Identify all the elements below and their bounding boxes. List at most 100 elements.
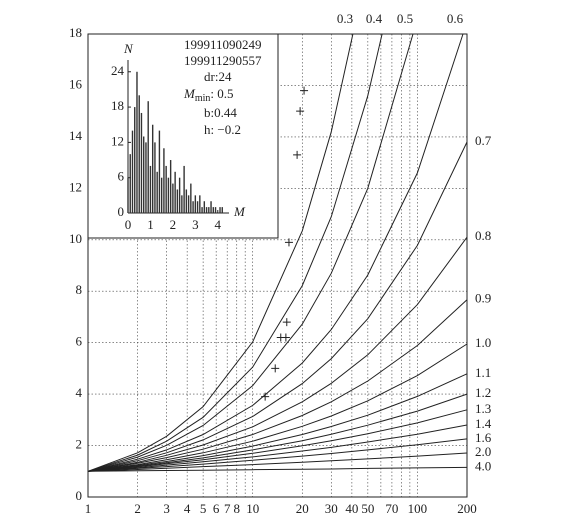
x-tick-label: 2 bbox=[170, 217, 177, 232]
curve bbox=[87, 236, 468, 472]
annotation: b:0.44 bbox=[204, 105, 237, 120]
curve bbox=[87, 373, 468, 472]
y-tick-label: 6 bbox=[118, 169, 125, 184]
bar bbox=[127, 177, 129, 213]
y-tick-label: 2 bbox=[76, 437, 83, 452]
x-tick-label: 3 bbox=[163, 501, 170, 516]
x-tick-label: 6 bbox=[213, 501, 220, 516]
y-tick-label: 6 bbox=[76, 334, 83, 349]
bar bbox=[205, 207, 208, 213]
curve bbox=[87, 393, 468, 472]
bar bbox=[221, 207, 223, 213]
bar bbox=[201, 207, 203, 213]
bar bbox=[183, 165, 185, 213]
bar bbox=[154, 142, 156, 213]
curve-label: 0.8 bbox=[475, 228, 491, 243]
y-tick-label: 16 bbox=[69, 76, 83, 91]
y-axis-label: N bbox=[123, 41, 134, 56]
annotation: 199911090249 bbox=[184, 37, 262, 52]
y-tick-label: 14 bbox=[69, 128, 83, 143]
bar bbox=[212, 207, 214, 213]
curve-label: 0.5 bbox=[397, 11, 413, 26]
bar bbox=[156, 171, 158, 213]
x-tick-label: 200 bbox=[457, 501, 477, 516]
bar bbox=[143, 136, 145, 213]
curve-label: 0.4 bbox=[366, 11, 383, 26]
x-tick-label: 40 bbox=[345, 501, 358, 516]
curve-label: 1.0 bbox=[475, 335, 491, 350]
curve bbox=[87, 299, 468, 472]
curve-label: 0.3 bbox=[337, 11, 353, 26]
x-tick-label: 0 bbox=[125, 217, 132, 232]
cross-marker bbox=[281, 333, 290, 342]
bar bbox=[129, 154, 131, 213]
curve bbox=[87, 438, 468, 472]
curve-label: 1.4 bbox=[475, 416, 492, 431]
bar bbox=[160, 177, 163, 213]
bar bbox=[149, 165, 152, 213]
x-tick-label: 30 bbox=[325, 501, 338, 516]
x-tick-label: 8 bbox=[233, 501, 240, 516]
x-tick-label: 1 bbox=[147, 217, 154, 232]
bar bbox=[199, 195, 201, 213]
x-tick-label: 100 bbox=[408, 501, 428, 516]
mmin-subscript: min bbox=[195, 93, 211, 104]
cross-marker bbox=[300, 86, 309, 95]
curve bbox=[87, 33, 414, 472]
annotation: Mmin: 0.5 bbox=[183, 86, 234, 104]
y-tick-label: 18 bbox=[111, 98, 124, 113]
bar bbox=[131, 130, 134, 213]
curve bbox=[87, 33, 354, 472]
bar bbox=[176, 189, 179, 213]
curve-label: 0.6 bbox=[447, 11, 464, 26]
annotation: dr:24 bbox=[204, 69, 232, 84]
bar bbox=[140, 112, 143, 213]
curve-label: 2.0 bbox=[475, 444, 491, 459]
bar bbox=[172, 183, 174, 213]
y-tick-label: 12 bbox=[111, 133, 124, 148]
bar bbox=[214, 207, 217, 213]
bar bbox=[208, 207, 210, 213]
bar bbox=[134, 107, 136, 213]
x-tick-label: 20 bbox=[296, 501, 309, 516]
bar bbox=[192, 201, 194, 213]
bar bbox=[187, 195, 190, 213]
x-tick-label: 7 bbox=[224, 501, 231, 516]
bar bbox=[181, 195, 183, 213]
curve-label: 4.0 bbox=[475, 458, 491, 473]
y-tick-label: 24 bbox=[111, 63, 125, 78]
curve-label: 1.6 bbox=[475, 430, 492, 445]
curve-label: 0.7 bbox=[475, 133, 492, 148]
bar bbox=[174, 171, 176, 213]
curve bbox=[87, 409, 468, 472]
bar bbox=[178, 177, 181, 213]
bar bbox=[194, 195, 197, 213]
x-tick-label: 10 bbox=[246, 501, 259, 516]
x-tick-label: 4 bbox=[215, 217, 222, 232]
cross-marker bbox=[296, 107, 305, 116]
bar bbox=[145, 142, 147, 213]
bar bbox=[167, 177, 170, 213]
cross-marker bbox=[293, 150, 302, 159]
bar bbox=[136, 71, 138, 214]
bar bbox=[219, 207, 221, 213]
curve-label: 0.9 bbox=[475, 291, 491, 306]
cross-marker bbox=[271, 364, 280, 373]
bar bbox=[210, 201, 212, 213]
bar bbox=[190, 183, 192, 213]
curve bbox=[87, 424, 468, 472]
curve bbox=[87, 466, 468, 472]
inset-histogram: 199911090249 199911290557 dr:24 Mmin: 0.… bbox=[111, 37, 262, 232]
bar bbox=[185, 189, 188, 213]
cross-marker bbox=[261, 392, 270, 401]
y-tick-label: 0 bbox=[118, 204, 125, 219]
curve bbox=[87, 343, 468, 472]
cross-marker bbox=[282, 318, 291, 327]
y-tick-label: 0 bbox=[76, 488, 83, 503]
bar bbox=[169, 160, 172, 213]
mmin-symbol: M bbox=[183, 86, 196, 101]
x-tick-label: 3 bbox=[192, 217, 199, 232]
x-tick-label: 70 bbox=[385, 501, 398, 516]
bar bbox=[138, 95, 140, 213]
bar bbox=[158, 130, 161, 213]
